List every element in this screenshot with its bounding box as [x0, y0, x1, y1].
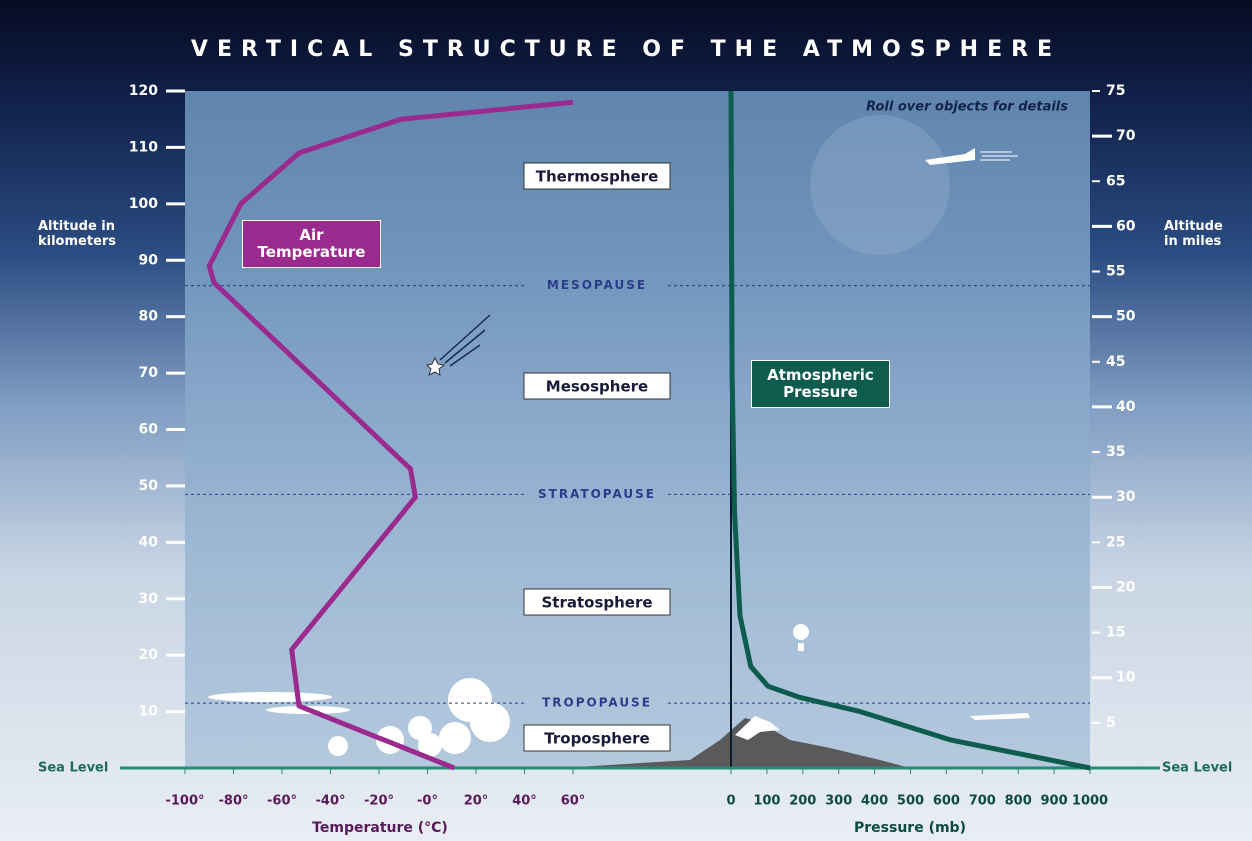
y-tick-label: 50	[139, 478, 159, 494]
layer-box	[523, 724, 671, 752]
y-tick-label: 60	[139, 422, 159, 438]
x-tick-label: 300	[825, 794, 852, 809]
layer-box	[523, 588, 671, 616]
x-tick-label: -20°	[364, 794, 394, 809]
y-tick-label: 100	[129, 196, 158, 212]
sea-level-label: Sea Level	[1162, 761, 1232, 776]
balloon	[793, 624, 809, 651]
x-tick-label: 900	[1041, 794, 1068, 809]
y-tick-label: 120	[129, 83, 158, 99]
y-tick-label: 80	[139, 309, 159, 325]
x-tick-label: 400	[861, 794, 888, 809]
x-tick-label: 800	[1005, 794, 1032, 809]
moon	[810, 115, 950, 255]
y2-tick-label: 50	[1116, 309, 1136, 325]
y-tick-label: 20	[139, 647, 159, 663]
y2-tick-label: 40	[1116, 399, 1136, 415]
x-tick-label: 60°	[561, 794, 586, 809]
y-axis-label: Altitude in kilometers	[38, 219, 117, 249]
y2-tick-label: 65	[1106, 173, 1125, 189]
x-tick-label: 20°	[464, 794, 489, 809]
series-label: Air Temperature	[242, 220, 381, 268]
y2-tick-label: 25	[1106, 534, 1125, 550]
boundary-label: STRATOPAUSE	[538, 487, 656, 501]
layer-label: Troposphere	[544, 730, 649, 748]
x-tick-label: 500	[897, 794, 924, 809]
note: Roll over objects for details	[866, 100, 1068, 115]
mountains	[560, 718, 910, 768]
x-tick-label: 100	[753, 794, 780, 809]
y2-tick-label: 15	[1106, 625, 1125, 641]
x-tick-label: 600	[933, 794, 960, 809]
layer-box	[523, 162, 671, 190]
y2-tick-label: 70	[1116, 128, 1136, 144]
sea-level-label: Sea Level	[38, 761, 108, 776]
x-tick-label: -0°	[417, 794, 438, 809]
x-tick-label: -80°	[219, 794, 249, 809]
series-label: Atmospheric Pressure	[751, 360, 890, 408]
x-tick-label: -100°	[165, 794, 204, 809]
y2-tick-label: 60	[1116, 218, 1136, 234]
y2-tick-label: 5	[1106, 715, 1116, 731]
snow	[735, 716, 780, 740]
y-tick-label: 110	[129, 139, 158, 155]
y-tick-label: 70	[139, 365, 159, 381]
y2-tick-label: 55	[1106, 264, 1125, 280]
y2-tick-label: 30	[1116, 489, 1136, 505]
layer-label: Mesosphere	[546, 378, 648, 396]
y2-tick-label: 10	[1116, 670, 1136, 686]
y2-tick-label: 75	[1106, 83, 1125, 99]
layer-box	[523, 372, 671, 400]
y2-tick-label: 35	[1106, 444, 1125, 460]
series-line	[728, 90, 1091, 771]
chart-title: VERTICAL STRUCTURE OF THE ATMOSPHERE	[191, 37, 1061, 62]
y-tick-label: 30	[139, 591, 159, 607]
x-tick-label: 700	[969, 794, 996, 809]
boundary-label: MESOPAUSE	[547, 278, 647, 292]
boundary-label: TROPOPAUSE	[542, 696, 652, 710]
y2-axis-label: Altitude in miles	[1164, 219, 1223, 249]
y2-tick-label: 20	[1116, 579, 1136, 595]
x-tick-label: 1000	[1072, 794, 1108, 809]
x-axis-label: Temperature (°C)	[312, 820, 448, 836]
x-tick-label: -40°	[316, 794, 346, 809]
y2-tick-label: 45	[1106, 354, 1125, 370]
layer-label: Thermosphere	[536, 168, 659, 186]
layer-label: Stratosphere	[541, 594, 652, 612]
y-tick-label: 40	[139, 534, 159, 550]
x-tick-label: 0	[726, 794, 735, 809]
x-axis-label: Pressure (mb)	[854, 820, 966, 836]
x-tick-label: 200	[789, 794, 816, 809]
x-tick-label: 40°	[512, 794, 537, 809]
plot-area	[185, 91, 1090, 768]
meteor	[425, 314, 491, 376]
airplane	[925, 148, 1030, 720]
clouds	[208, 678, 510, 757]
series-line	[206, 99, 574, 771]
y-tick-label: 10	[139, 704, 159, 720]
y-tick-label: 90	[139, 252, 159, 268]
x-tick-label: -60°	[267, 794, 297, 809]
